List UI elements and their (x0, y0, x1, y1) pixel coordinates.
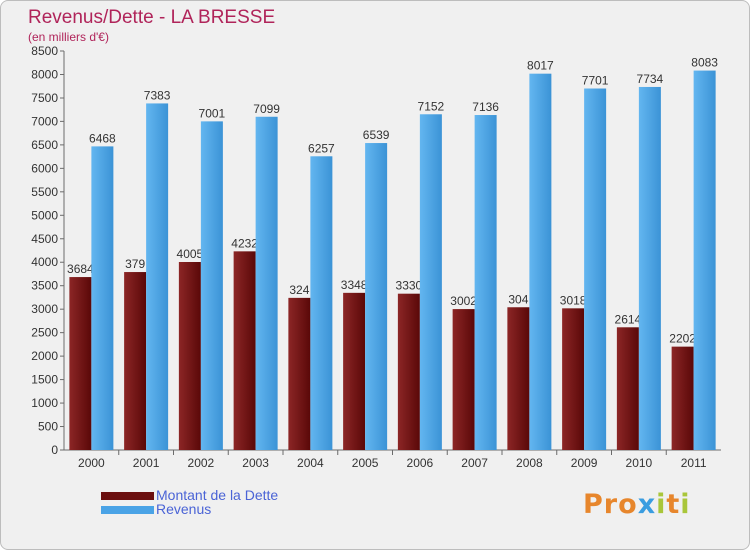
x-tick-label: 2008 (516, 456, 543, 470)
logo-letter: x (637, 489, 657, 520)
logo-letter: i (680, 489, 691, 520)
y-tick-label: 5500 (31, 185, 58, 199)
bar-dette (124, 272, 147, 450)
bar-dette (178, 262, 201, 450)
bar-dette (507, 307, 530, 450)
bar-revenus (365, 143, 388, 451)
bar-revenus (529, 73, 552, 451)
y-tick-label: 8000 (31, 67, 58, 81)
data-label-dette: 2614 (615, 312, 642, 326)
legend-label-dette: Montant de la Dette (156, 487, 279, 503)
data-label-dette: 4005 (177, 247, 204, 261)
data-label-revenus: 8017 (527, 59, 554, 73)
data-label-dette: 304 (508, 292, 528, 306)
legend-label-revenus: Revenus (156, 501, 212, 517)
y-tick-label: 2500 (31, 326, 58, 340)
x-tick-label: 2002 (188, 456, 215, 470)
y-tick-label: 4000 (31, 255, 58, 269)
legend-swatch-dette (101, 492, 154, 500)
x-tick-label: 2011 (681, 456, 707, 470)
y-tick-label: 5000 (31, 208, 58, 222)
data-label-revenus: 7734 (637, 72, 664, 86)
x-tick-label: 2010 (626, 456, 653, 470)
bar-revenus (419, 114, 442, 450)
logo-letter: P (583, 489, 604, 520)
legend-swatch-revenus (101, 506, 154, 514)
x-tick-label: 2007 (461, 456, 488, 470)
y-tick-label: 3500 (31, 279, 58, 293)
data-label-dette: 379 (125, 257, 145, 271)
y-tick-label: 7500 (31, 91, 58, 105)
logo-letter: o (618, 489, 638, 520)
data-label-dette: 3002 (450, 294, 477, 308)
data-label-revenus: 7099 (253, 102, 280, 116)
data-label-revenus: 7152 (418, 99, 445, 113)
data-label-dette: 324 (289, 283, 309, 297)
bar-dette (562, 308, 585, 450)
data-label-revenus: 7136 (472, 100, 499, 114)
x-tick-label: 2000 (78, 456, 105, 470)
y-tick-label: 7000 (31, 114, 58, 128)
bar-revenus (310, 156, 333, 450)
data-label-revenus: 8083 (691, 56, 718, 70)
data-label-dette: 4232 (231, 236, 258, 250)
bar-dette (616, 327, 639, 450)
data-label-revenus: 7383 (144, 88, 171, 102)
bar-dette (343, 292, 366, 450)
data-label-revenus: 7701 (582, 74, 609, 88)
bar-dette (452, 309, 475, 450)
data-label-revenus: 7001 (199, 106, 226, 120)
x-tick-label: 2004 (297, 456, 324, 470)
data-label-dette: 3018 (560, 293, 587, 307)
chart-subtitle: (en milliers d'€) (28, 30, 109, 44)
y-tick-label: 6500 (31, 138, 58, 152)
y-tick-label: 3000 (31, 302, 58, 316)
x-tick-label: 2003 (242, 456, 269, 470)
bar-dette (69, 277, 92, 450)
bar-revenus (584, 88, 607, 451)
y-tick-label: 8500 (31, 44, 58, 58)
bar-revenus (146, 103, 169, 451)
y-tick-label: 1000 (31, 396, 58, 410)
bar-dette (397, 293, 420, 450)
y-tick-label: 2000 (31, 349, 58, 363)
bar-revenus (200, 121, 223, 451)
bar-revenus (693, 70, 716, 451)
data-label-revenus: 6539 (363, 128, 390, 142)
bar-revenus (474, 115, 497, 450)
y-tick-label: 500 (38, 420, 58, 434)
data-label-dette: 3684 (67, 262, 94, 276)
data-label-dette: 3330 (396, 279, 423, 293)
x-tick-label: 2001 (133, 456, 160, 470)
data-label-revenus: 6468 (89, 131, 116, 145)
data-label-dette: 2202 (669, 332, 696, 346)
bar-dette (671, 346, 694, 450)
data-label-dette: 3348 (341, 278, 368, 292)
logo-letter: t (666, 489, 681, 520)
bar-revenus (91, 146, 114, 451)
bar-dette (233, 251, 256, 450)
y-tick-label: 6000 (31, 161, 58, 175)
data-label-revenus: 6257 (308, 141, 335, 155)
bar-revenus (255, 116, 278, 450)
x-tick-label: 2005 (352, 456, 379, 470)
proxiti-logo: Proxiti (583, 489, 691, 520)
bar-dette (288, 297, 311, 450)
x-tick-label: 2009 (571, 456, 598, 470)
logo-letter: r (603, 489, 619, 520)
chart-title: Revenus/Dette - LA BRESSE (28, 7, 276, 28)
bar-revenus (638, 86, 661, 450)
y-tick-label: 1500 (31, 373, 58, 387)
x-tick-label: 2006 (407, 456, 434, 470)
y-tick-label: 0 (51, 443, 58, 457)
y-tick-label: 4500 (31, 232, 58, 246)
logo-letter: i (656, 489, 667, 520)
